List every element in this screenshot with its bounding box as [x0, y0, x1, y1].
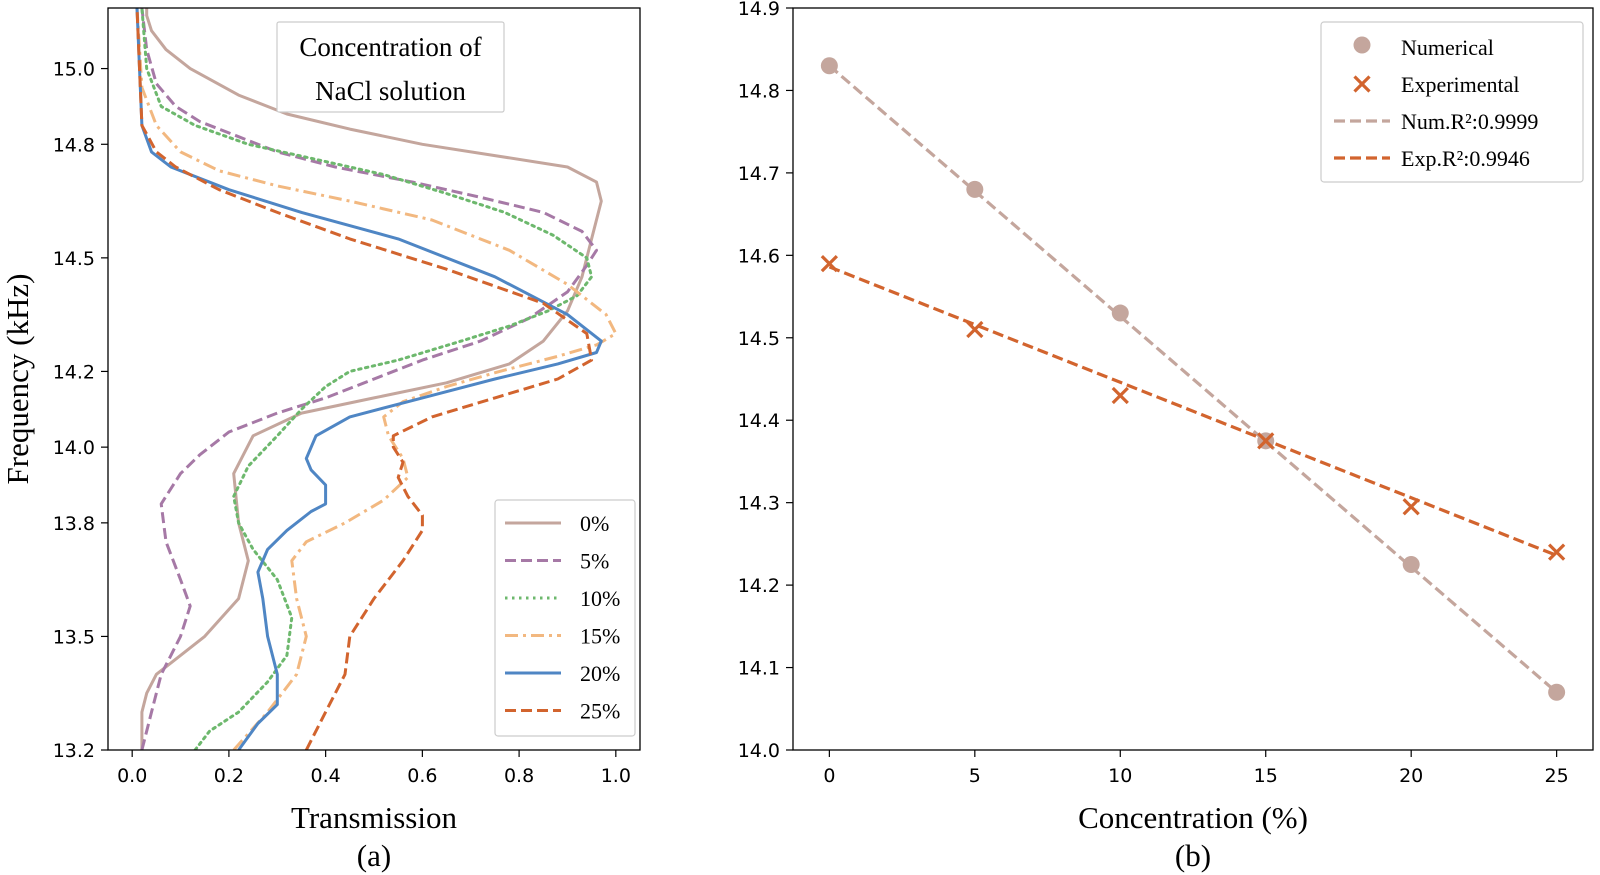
y-tick-label: 14.7: [738, 163, 780, 185]
panel-a-frame: [107, 7, 641, 751]
experimental-point: [1548, 543, 1566, 561]
x-tick-label: 10: [1108, 765, 1132, 787]
y-tick-label: 14.8: [53, 134, 95, 156]
y-tick-label: 14.4: [738, 410, 780, 432]
panel-b-legend-box: [1320, 21, 1584, 183]
transmission-curve-15pct: [135, 8, 618, 750]
panel-b-x-axis-label: Concentration (%): [1078, 800, 1308, 835]
panel-a-y-ticks: 13.2 13.5 13.8 14.0 14.2 14.5 14.8 15.0: [53, 59, 108, 762]
x-tick-label: 0.0: [117, 765, 147, 787]
x-tick-label: 20: [1399, 765, 1423, 787]
y-tick-label: 14.3: [738, 493, 780, 515]
experimental-point: [820, 254, 838, 273]
panel-b-y-ticks: 14.0 14.1 14.2 14.3 14.4 14.5 14.6 14.7 14.8 14.9: [738, 0, 793, 762]
experimental-point: [1257, 432, 1275, 450]
x-tick-label: 0.8: [504, 765, 534, 787]
panel-b-legend: Numerical Experimental Num.R²:0.9999 Exp.R²…: [1320, 21, 1584, 183]
legend-label-3: Exp.R²:0.9946: [1401, 146, 1530, 171]
x-tick-label: 0.6: [407, 765, 437, 787]
legend-label-20pct: 20%: [580, 661, 620, 686]
y-tick-label: 13.8: [53, 513, 95, 535]
panel-a-curves: [135, 8, 618, 750]
x-tick-label: 25: [1545, 765, 1569, 787]
panel-b-plot-area: [820, 57, 1566, 701]
experimental-point: [1111, 386, 1129, 405]
y-tick-label: 14.2: [738, 575, 780, 597]
experimental-point: [1402, 498, 1420, 516]
y-tick-label: 14.2: [53, 361, 95, 383]
fit-line-experimental: [828, 265, 1558, 557]
y-tick-label: 14.5: [53, 248, 95, 270]
panel-a-x-ticks: 0.0 0.2 0.4 0.6 0.8 1.0: [117, 750, 631, 787]
y-tick-label: 14.0: [738, 740, 780, 762]
legend-label-25pct: 25%: [580, 699, 620, 724]
x-tick-label: 15: [1254, 765, 1278, 787]
x-tick-label: 0.2: [214, 765, 244, 787]
y-tick-label: 14.6: [738, 245, 780, 267]
panel-a-label: (a): [357, 838, 391, 873]
transmission-curve-10pct: [140, 8, 594, 750]
panel-a-x-axis-label: Transmission: [291, 800, 457, 835]
panel-b-x-ticks: 0 5 10 15 20 25: [823, 750, 1569, 787]
y-tick-label: 14.8: [738, 80, 780, 102]
transmission-curve-5pct: [140, 8, 598, 750]
y-tick-label: 14.9: [738, 0, 780, 20]
y-tick-label: 14.1: [738, 658, 780, 680]
legend-label-0pct: 0%: [580, 511, 609, 536]
experimental-point: [966, 320, 984, 339]
legend-marker-numerical: [1353, 36, 1371, 54]
legend-label-5pct: 5%: [580, 549, 609, 574]
x-tick-label: 0.4: [311, 765, 341, 787]
y-tick-label: 13.2: [53, 740, 95, 762]
transmission-curve-0pct: [140, 8, 603, 750]
panel-a-legend: 0% 5% 10% 15% 20% 25%: [494, 499, 636, 737]
x-tick-label: 0: [823, 765, 835, 787]
x-tick-label: 5: [969, 765, 981, 787]
y-tick-label: 14.0: [53, 437, 95, 459]
numerical-point: [1402, 556, 1420, 573]
legend-marker-experimental: [1353, 75, 1371, 93]
panel-a-transmission: 0.0 0.2 0.4 0.6 0.8 1.0 13.213.513.814.014.21…: [0, 7, 641, 873]
legend-label-10pct: 10%: [580, 586, 620, 611]
transmission-curve-20pct: [135, 8, 603, 750]
legend-label-15pct: 15%: [580, 624, 620, 649]
numerical-point: [1111, 304, 1129, 322]
numerical-point: [1548, 683, 1566, 701]
numerical-point: [820, 57, 838, 75]
panel-a-y-axis-label: Frequency (kHz): [0, 274, 35, 485]
annotation-line-2: NaCl solution: [315, 76, 466, 106]
annotation-line-1: Concentration of: [299, 32, 481, 62]
panel-b-concentration: 0 5 10 15 20 25 14.014.114.214.314.414.514.61…: [738, 0, 1594, 873]
x-tick-label: 1.0: [601, 765, 631, 787]
panel-b-label: (b): [1175, 838, 1211, 873]
transmission-curve-25pct: [135, 8, 594, 750]
legend-label-2: Num.R²:0.9999: [1401, 109, 1538, 134]
concentration-annotation-box: Concentration of NaCl solution: [276, 21, 505, 113]
y-tick-label: 13.5: [53, 626, 95, 648]
panel-b-frame: [792, 7, 1594, 751]
y-tick-label: 14.5: [738, 328, 780, 350]
legend-label-1: Experimental: [1401, 72, 1520, 97]
y-tick-label: 15.0: [53, 59, 95, 81]
legend-label-0: Numerical: [1401, 35, 1494, 60]
numerical-point: [966, 180, 984, 198]
